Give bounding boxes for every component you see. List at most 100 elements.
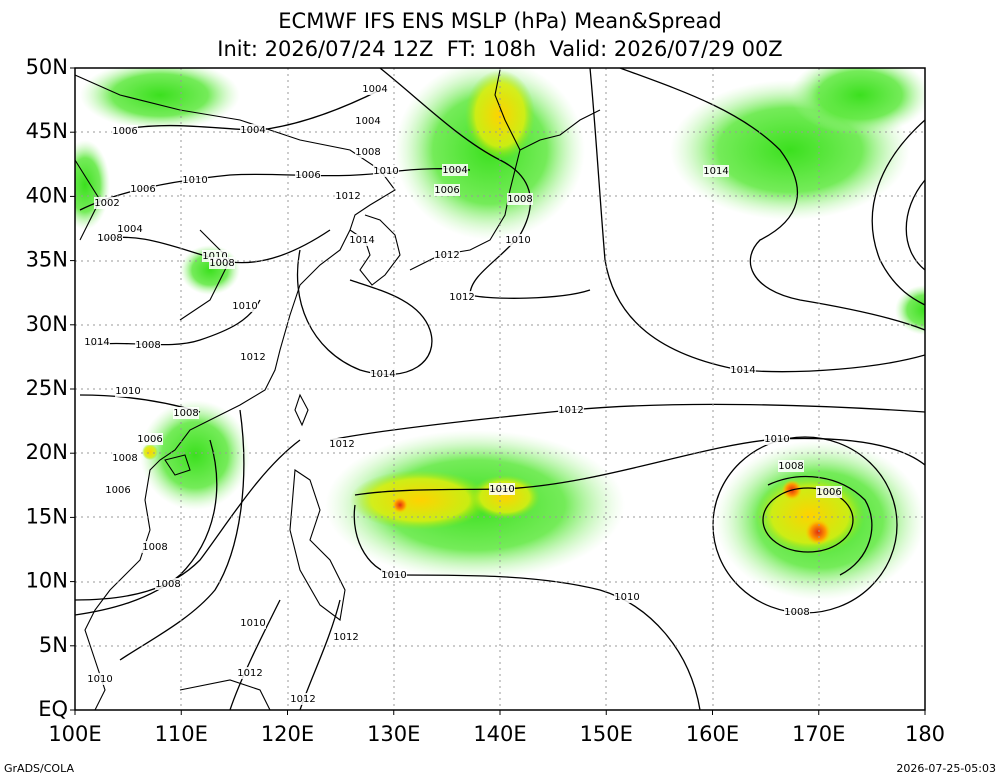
contour-label: 1010 [373,166,398,177]
contour-label: 1008 [135,340,160,351]
contour-label: 1008 [155,579,180,590]
contour-label-bg [173,407,199,419]
contour-label-bg [87,673,113,685]
contour-label-bg [449,291,475,303]
contour-label: 1014 [730,365,755,376]
contour-label-bg [84,336,110,348]
contour-label-bg [335,190,361,202]
contour-label: 1014 [370,369,395,380]
contour-label: 1008 [355,147,380,158]
longitude-labels: 100E 110E 120E 130E 140E 150E 160E 170E 180 [48,710,945,746]
contour-label-bg [182,174,208,186]
contour-label: 1008 [112,453,137,464]
contour-label: 1006 [434,185,459,196]
latitude-label: 40N [26,183,68,207]
contour-label: 1004 [355,116,380,127]
contour-label: 1006 [816,487,841,498]
contour-label-bg [237,667,263,679]
contour-label-bg [155,578,181,590]
contour-label: 1008 [142,542,167,553]
latitude-label: 5N [39,633,68,657]
contour-label-bg [130,183,156,195]
contour-label: 1008 [209,258,234,269]
contour-label-bg [703,165,729,177]
latitude-label: 35N [26,248,68,272]
contour-label-bg [240,617,266,629]
contour-label: 1004 [117,224,142,235]
contour-label: 1006 [130,184,155,195]
contour-label-bg [381,569,407,581]
contour-label: 1010 [202,251,227,262]
contour-label-bg [135,339,161,351]
contour-label-bg [295,169,321,181]
contour-label: 1012 [449,292,474,303]
contour-label: 1012 [290,694,315,705]
contour-label: 1002 [94,198,119,209]
longitude-label: 180 [905,722,945,746]
contour-label: 1010 [505,235,530,246]
contour-label-bg [434,184,460,196]
contour-label-bg [333,631,359,643]
contour-label-bg [505,234,531,246]
spread-shading [75,68,925,600]
latitude-labels: EQ 5N 10N 15N 20N 25N 30N 35N 40N 45N 50N [26,55,75,721]
contour-label-bg [355,146,381,158]
contour-label-bg [362,83,388,95]
longitude-label: 130E [367,722,420,746]
contour-label-bg [558,404,584,416]
contour-label-bg [764,433,790,445]
latitude-label: 30N [26,312,68,336]
software-credit: GrADS/COLA [4,762,74,775]
contour-label: 1004 [362,84,387,95]
longitude-label: 140E [473,722,526,746]
latitude-label: 10N [26,569,68,593]
contour-label-bg [816,486,842,498]
contour-label: 1012 [329,439,354,450]
longitude-label: 110E [155,722,208,746]
contour-label: 1010 [764,434,789,445]
contour-label-bg [507,193,533,205]
contour-label-bg [240,351,266,363]
latitude-label: 45N [26,119,68,143]
contour-label-bg [730,364,756,376]
contour-label: 1012 [558,405,583,416]
longitude-label: 150E [580,722,633,746]
contour-label: 1004 [442,165,467,176]
contour-label-bg [232,300,258,312]
contour-label: 1012 [434,250,459,261]
contour-label: 1012 [240,352,265,363]
latitude-label: EQ [38,697,68,721]
contour-label: 1006 [112,126,137,137]
grid [75,68,925,710]
contour-label-bg [97,232,123,244]
contour-label-bg [778,460,804,472]
contour-label-bg [137,433,163,445]
contour-label: 1006 [105,485,130,496]
contour-label-bg [112,125,138,137]
title: ECMWF IFS ENS MSLP (hPa) Mean&Spread [278,9,721,33]
contour-label-bg [240,124,266,136]
contour-label-bg [115,385,141,397]
contour-label-bg [349,234,375,246]
contour-label: 1010 [115,386,140,397]
longitude-label: 170E [792,722,845,746]
contour-label-bg [94,197,120,209]
contour-label: 1004 [240,125,265,136]
contour-label-bg [329,438,355,450]
contour-label: 1010 [232,301,257,312]
contour-label-bg [209,257,235,269]
subtitle: Init: 2026/07/24 12Z FT: 108h Valid: 202… [217,37,782,61]
contour-label: 1012 [333,632,358,643]
contour-label-bg [442,164,468,176]
contour-label-bg [373,165,399,177]
contour-label: 1008 [507,194,532,205]
contour-label: 1010 [489,484,514,495]
contour-label: 1010 [182,175,207,186]
contour-label: 1014 [84,337,109,348]
contour-label: 1010 [240,618,265,629]
contour-label: 1012 [335,191,360,202]
contour-label: 1008 [97,233,122,244]
contour-label-bg [142,541,168,553]
